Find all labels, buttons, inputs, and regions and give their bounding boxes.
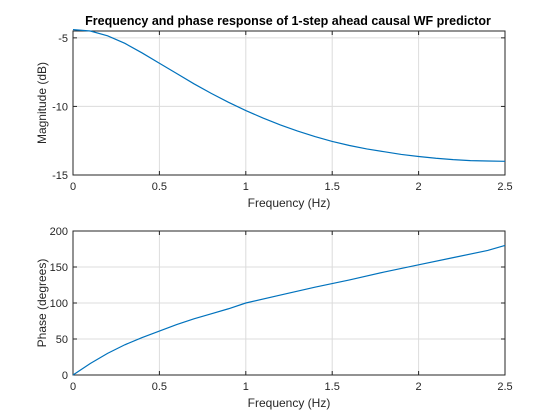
phase-y-axis-label: Phase (degrees) [35, 259, 49, 348]
magnitude-x-tick-label: 0.5 [152, 181, 167, 193]
phase-y-tick-label: 200 [50, 226, 68, 238]
magnitude-x-tick-label: 2.5 [497, 181, 512, 193]
magnitude-y-tick-label: -10 [52, 101, 68, 113]
phase-x-tick-label: 0 [70, 381, 76, 393]
phase-y-tick-label: 100 [50, 298, 68, 310]
phase-y-tick-label: 50 [56, 334, 68, 346]
magnitude-plot: 0 0.5 1 1.5 2 2.5 -15 -10 -5 Frequency (Hz) Magnit… [35, 29, 513, 210]
phase-x-tick-label: 0.5 [152, 381, 167, 393]
phase-x-tick-label: 1.5 [325, 381, 340, 393]
magnitude-x-tick-label: 0 [70, 181, 76, 193]
chart-title: Frequency and phase response of 1-step a… [85, 14, 491, 28]
magnitude-y-tick-label: -15 [52, 170, 68, 182]
magnitude-y-tick-label: -5 [58, 33, 68, 45]
magnitude-axes-frame [72, 30, 506, 176]
phase-plot: 0 0.5 1 1.5 2 2.5 0 50 100 150 200 Frequency (Hz) Ph… [35, 226, 513, 410]
magnitude-y-axis-label: Magnitude (dB) [35, 62, 49, 144]
phase-y-tick-label: 150 [50, 262, 68, 274]
phase-x-axis-label: Frequency (Hz) [248, 396, 331, 410]
phase-x-tick-label: 2.5 [497, 381, 512, 393]
magnitude-x-tick-label: 1.5 [325, 181, 340, 193]
magnitude-series-line [72, 29, 506, 162]
magnitude-x-axis-label: Frequency (Hz) [248, 196, 331, 210]
phase-series-line [72, 244, 506, 376]
phase-y-tick-label: 0 [62, 370, 68, 382]
magnitude-x-tick-label: 2 [416, 181, 422, 193]
phase-x-tick-label: 1 [243, 381, 249, 393]
phase-x-tick-label: 2 [416, 381, 422, 393]
magnitude-x-tick-label: 1 [243, 181, 249, 193]
